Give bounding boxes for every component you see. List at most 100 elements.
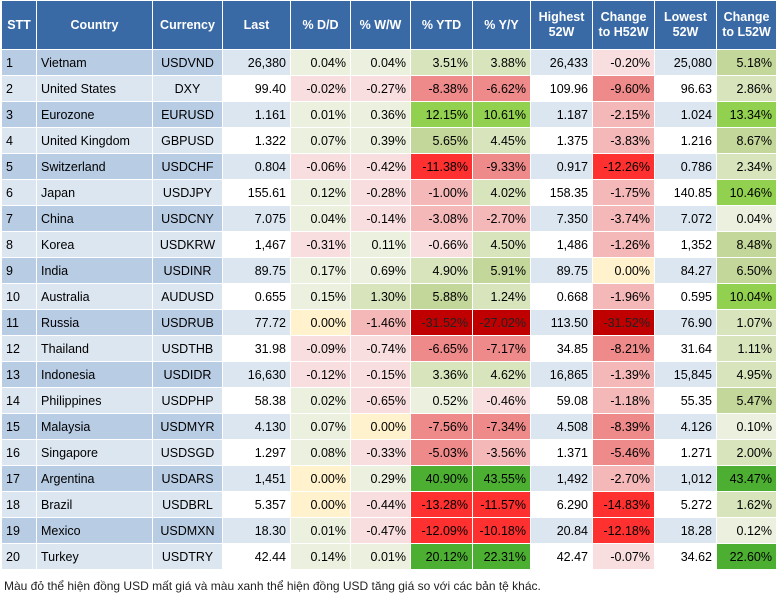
table-row: 15 Malaysia USDMYR 4.130 0.07% 0.00% -7.56% -7.… <box>1 413 777 440</box>
cell: -1.46% <box>350 309 411 336</box>
cell: -11.57% <box>472 491 531 518</box>
table-row: 3 Eurozone EURUSD 1.161 0.01% 0.36% 12.15% 10.6… <box>1 101 777 128</box>
header-cell: Country <box>36 0 153 50</box>
cell: 22.31% <box>472 543 531 570</box>
cell: -0.65% <box>350 387 411 414</box>
cell: 1.07% <box>716 309 777 336</box>
cell: -0.47% <box>350 517 411 544</box>
cell: -5.46% <box>592 439 655 466</box>
cell: 7.075 <box>222 205 291 232</box>
cell: 11 <box>1 309 37 336</box>
cell: 5 <box>1 153 37 180</box>
cell: 55.35 <box>654 387 717 414</box>
cell: 5.47% <box>716 387 777 414</box>
cell: -6.62% <box>472 75 531 102</box>
cell: 0.595 <box>654 283 717 310</box>
cell: -2.70% <box>472 205 531 232</box>
cell: 25,080 <box>654 49 717 76</box>
cell: 0.52% <box>410 387 473 414</box>
cell: -10.18% <box>472 517 531 544</box>
cell: 0.04% <box>716 205 777 232</box>
cell: 26,380 <box>222 49 291 76</box>
cell: United States <box>36 75 153 102</box>
cell: 12 <box>1 335 37 362</box>
header-cell: Lowest 52W <box>654 0 717 50</box>
cell: Turkey <box>36 543 153 570</box>
cell: 5.357 <box>222 491 291 518</box>
cell: -0.74% <box>350 335 411 362</box>
cell: 1,492 <box>530 465 593 492</box>
cell: -0.12% <box>290 361 351 388</box>
cell: USDJPY <box>152 179 223 206</box>
cell: 17 <box>1 465 37 492</box>
cell: -0.46% <box>472 387 531 414</box>
cell: 0.07% <box>290 127 351 154</box>
cell: 6.50% <box>716 257 777 284</box>
cell: 18 <box>1 491 37 518</box>
cell: 1.161 <box>222 101 291 128</box>
cell: -0.20% <box>592 49 655 76</box>
cell: 0.04% <box>350 49 411 76</box>
cell: 0.04% <box>290 205 351 232</box>
cell: 4 <box>1 127 37 154</box>
cell: 77.72 <box>222 309 291 336</box>
cell: 1.24% <box>472 283 531 310</box>
cell: 18.30 <box>222 517 291 544</box>
cell: 26,433 <box>530 49 593 76</box>
cell: 10 <box>1 283 37 310</box>
cell: 1.62% <box>716 491 777 518</box>
cell: 10.46% <box>716 179 777 206</box>
cell: 0.17% <box>290 257 351 284</box>
cell: -1.00% <box>410 179 473 206</box>
cell: Australia <box>36 283 153 310</box>
cell: -0.31% <box>290 231 351 258</box>
cell: -0.27% <box>350 75 411 102</box>
cell: Brazil <box>36 491 153 518</box>
table-row: 6 Japan USDJPY 155.61 0.12% -0.28% -1.00% 4.02%… <box>1 179 777 206</box>
cell: 0.668 <box>530 283 593 310</box>
table-row: 11 Russia USDRUB 77.72 0.00% -1.46% -31.52% -27… <box>1 309 777 336</box>
cell: Argentina <box>36 465 153 492</box>
fx-table: STT Country Currency Last% D/D% W/W% YTD% Y… <box>1 0 777 570</box>
cell: 31.64 <box>654 335 717 362</box>
header-cell: STT <box>1 0 37 50</box>
cell: 155.61 <box>222 179 291 206</box>
cell: 15,845 <box>654 361 717 388</box>
cell: Philippines <box>36 387 153 414</box>
cell: 31.98 <box>222 335 291 362</box>
cell: 0.29% <box>350 465 411 492</box>
cell: -0.33% <box>350 439 411 466</box>
cell: 113.50 <box>530 309 593 336</box>
cell: 20.12% <box>410 543 473 570</box>
cell: -0.09% <box>290 335 351 362</box>
table-row: 13 Indonesia USDIDR 16,630 -0.12% -0.15% 3.36%… <box>1 361 777 388</box>
cell: 4.90% <box>410 257 473 284</box>
cell: 1,467 <box>222 231 291 258</box>
cell: 0.69% <box>350 257 411 284</box>
cell: 0.04% <box>290 49 351 76</box>
cell: 6 <box>1 179 37 206</box>
cell: -12.26% <box>592 153 655 180</box>
header-cell: % D/D <box>290 0 351 50</box>
cell: 3.51% <box>410 49 473 76</box>
cell: 13 <box>1 361 37 388</box>
table-row: 7 China USDCNY 7.075 0.04% -0.14% -3.08% -2.70%… <box>1 205 777 232</box>
cell: 8.48% <box>716 231 777 258</box>
cell: -13.28% <box>410 491 473 518</box>
cell: -1.75% <box>592 179 655 206</box>
cell: 18.28 <box>654 517 717 544</box>
cell: Thailand <box>36 335 153 362</box>
cell: 2 <box>1 75 37 102</box>
cell: 5.88% <box>410 283 473 310</box>
cell: 1.11% <box>716 335 777 362</box>
header-cell: Change to L52W <box>716 0 777 50</box>
cell: 1.216 <box>654 127 717 154</box>
cell: -11.38% <box>410 153 473 180</box>
cell: 58.38 <box>222 387 291 414</box>
cell: 0.917 <box>530 153 593 180</box>
header-cell: % YTD <box>410 0 473 50</box>
cell: 3.88% <box>472 49 531 76</box>
cell: -9.60% <box>592 75 655 102</box>
cell: -27.02% <box>472 309 531 336</box>
